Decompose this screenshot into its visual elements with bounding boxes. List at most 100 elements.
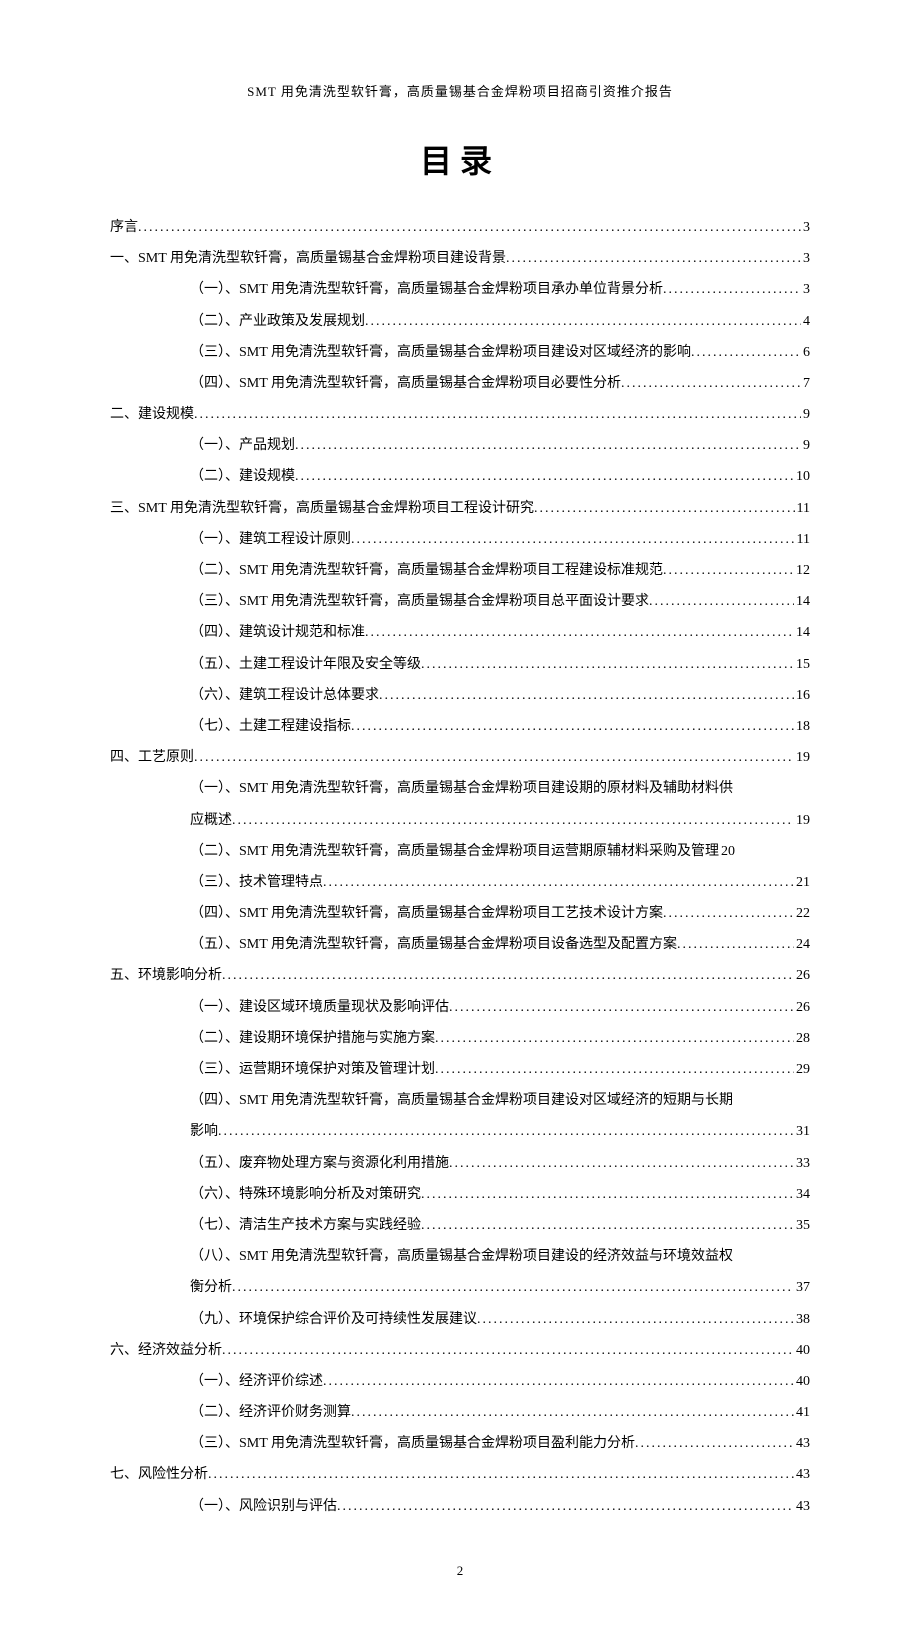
toc-entry: （三）、运营期环境保护对策及管理计划 29 — [110, 1057, 810, 1082]
toc-entry: （五）、废弃物处理方案与资源化利用措施33 — [110, 1151, 810, 1176]
toc-leader-dots — [663, 558, 794, 583]
toc-page-number: 18 — [794, 714, 810, 739]
toc-page-number: 43 — [794, 1462, 810, 1487]
toc-entry: （四）、SMT 用免清洗型软钎膏，高质量锡基合金焊粉项目建设对区域经济的短期与长… — [110, 1088, 810, 1113]
toc-text: （三）、SMT 用免清洗型软钎膏，高质量锡基合金焊粉项目建设对区域经济的影响 — [190, 340, 691, 365]
toc-entry: （二）、建设期环境保护措施与实施方案28 — [110, 1026, 810, 1051]
toc-entry: （一）、建设区域环境质量现状及影响评估26 — [110, 995, 810, 1020]
toc-entry: 序言3 — [110, 215, 810, 240]
toc-text: （五）、SMT 用免清洗型软钎膏，高质量锡基合金焊粉项目设备选型及配置方案 — [190, 932, 677, 957]
toc-leader-dots — [222, 1338, 794, 1363]
toc-entry: （五）、SMT 用免清洗型软钎膏，高质量锡基合金焊粉项目设备选型及配置方案 24 — [110, 932, 810, 957]
toc-leader-dots — [379, 683, 794, 708]
toc-leader-dots — [222, 963, 794, 988]
toc-leader-dots — [138, 215, 801, 240]
toc-entry: （三）、技术管理特点21 — [110, 870, 810, 895]
toc-page-number: 14 — [794, 589, 810, 614]
toc-page-number: 26 — [794, 995, 810, 1020]
toc-page-number: 4 — [801, 309, 810, 334]
toc-page-number: 26 — [794, 963, 810, 988]
toc-entry: （二）、建设规模10 — [110, 464, 810, 489]
toc-text: 三、SMT 用免清洗型软钎膏，高质量锡基合金焊粉项目工程设计研究 — [110, 496, 534, 521]
toc-text: （二）、产业政策及发展规划 — [190, 309, 365, 334]
toc-text: （三）、SMT 用免清洗型软钎膏，高质量锡基合金焊粉项目总平面设计要求 — [190, 589, 649, 614]
toc-entry: （六）、建筑工程设计总体要求16 — [110, 683, 810, 708]
toc-text: （二）、经济评价财务测算 — [190, 1400, 351, 1425]
toc-text: （二）、SMT 用免清洗型软钎膏，高质量锡基合金焊粉项目运营期原辅材料采购及管理 — [190, 839, 719, 864]
toc-page-number: 34 — [794, 1182, 810, 1207]
toc-page-number: 15 — [794, 652, 810, 677]
toc-page-number: 22 — [794, 901, 810, 926]
toc-leader-dots — [677, 932, 794, 957]
toc-text: 五、环境影响分析 — [110, 963, 222, 988]
document-header: SMT 用免清洗型软钎膏，高质量锡基合金焊粉项目招商引资推介报告 — [110, 80, 810, 103]
toc-page-number: 19 — [794, 745, 810, 770]
toc-text: （一）、SMT 用免清洗型软钎膏，高质量锡基合金焊粉项目承办单位背景分析 — [190, 277, 663, 302]
toc-entry: （四）、SMT 用免清洗型软钎膏，高质量锡基合金焊粉项目必要性分析 7 — [110, 371, 810, 396]
toc-page-number: 37 — [794, 1275, 810, 1300]
toc-leader-dots — [232, 1275, 794, 1300]
toc-text: （五）、土建工程设计年限及安全等级 — [190, 652, 421, 677]
toc-leader-dots — [208, 1462, 794, 1487]
toc-entry: （二）、经济评价财务测算41 — [110, 1400, 810, 1425]
toc-page-number: 38 — [794, 1307, 810, 1332]
toc-text: （九）、环境保护综合评价及可持续性发展建议 — [190, 1307, 477, 1332]
toc-text: （三）、SMT 用免清洗型软钎膏，高质量锡基合金焊粉项目盈利能力分析 — [190, 1431, 635, 1456]
toc-entry: （一）、经济评价综述 40 — [110, 1369, 810, 1394]
toc-leader-dots — [365, 309, 801, 334]
toc-leader-dots — [477, 1307, 794, 1332]
toc-text: 应概述 — [190, 808, 232, 833]
toc-entry: 七、风险性分析43 — [110, 1462, 810, 1487]
toc-entry: （四）、建筑设计规范和标准 14 — [110, 620, 810, 645]
toc-title: 目录 — [110, 133, 810, 191]
toc-page-number: 29 — [794, 1057, 810, 1082]
toc-page-number: 3 — [801, 246, 810, 271]
toc-page-number: 40 — [794, 1369, 810, 1394]
toc-text: （一）、建筑工程设计原则 — [190, 527, 351, 552]
toc-text: （六）、建筑工程设计总体要求 — [190, 683, 379, 708]
toc-leader-dots — [351, 1400, 794, 1425]
toc-entry: 二、建设规模9 — [110, 402, 810, 427]
toc-page-number: 14 — [794, 620, 810, 645]
toc-text: （四）、SMT 用免清洗型软钎膏，高质量锡基合金焊粉项目必要性分析 — [190, 371, 621, 396]
toc-entry: （二）、产业政策及发展规划 4 — [110, 309, 810, 334]
toc-text: （一）、经济评价综述 — [190, 1369, 323, 1394]
toc-leader-dots — [663, 901, 794, 926]
toc-page-number: 10 — [794, 464, 810, 489]
toc-leader-dots — [194, 745, 794, 770]
page-number: 2 — [110, 1559, 810, 1582]
toc-page-number: 24 — [794, 932, 810, 957]
toc-leader-dots — [449, 1151, 794, 1176]
toc-text: （七）、清洁生产技术方案与实践经验 — [190, 1213, 421, 1238]
toc-page-number: 35 — [794, 1213, 810, 1238]
toc-text: （一）、风险识别与评估 — [190, 1494, 337, 1519]
toc-leader-dots — [337, 1494, 794, 1519]
toc-leader-dots — [621, 371, 801, 396]
toc-text: （六）、特殊环境影响分析及对策研究 — [190, 1182, 421, 1207]
toc-text: （四）、建筑设计规范和标准 — [190, 620, 365, 645]
toc-entry: （二）、SMT 用免清洗型软钎膏，高质量锡基合金焊粉项目运营期原辅材料采购及管理… — [110, 839, 810, 864]
toc-text: 序言 — [110, 215, 138, 240]
toc-page-number: 31 — [794, 1119, 810, 1144]
toc-page-number: 9 — [801, 402, 810, 427]
toc-text: （三）、运营期环境保护对策及管理计划 — [190, 1057, 435, 1082]
toc-entry: （一）、SMT 用免清洗型软钎膏，高质量锡基合金焊粉项目承办单位背景分析3 — [110, 277, 810, 302]
toc-text: 六、经济效益分析 — [110, 1338, 222, 1363]
toc-leader-dots — [194, 402, 801, 427]
toc-entry: （二）、SMT 用免清洗型软钎膏，高质量锡基合金焊粉项目工程建设标准规范12 — [110, 558, 810, 583]
toc-text: （五）、废弃物处理方案与资源化利用措施 — [190, 1151, 449, 1176]
toc-page-number: 40 — [794, 1338, 810, 1363]
toc-entry: 一、SMT 用免清洗型软钎膏，高质量锡基合金焊粉项目建设背景3 — [110, 246, 810, 271]
toc-entry: （七）、土建工程建设指标18 — [110, 714, 810, 739]
toc-leader-dots — [232, 808, 794, 833]
toc-entry: （三）、SMT 用免清洗型软钎膏，高质量锡基合金焊粉项目总平面设计要求 14 — [110, 589, 810, 614]
toc-page-number: 21 — [794, 870, 810, 895]
toc-leader-dots — [435, 1026, 794, 1051]
toc-page-number: 43 — [794, 1494, 810, 1519]
toc-page-number: 9 — [801, 433, 810, 458]
toc-leader-dots — [663, 277, 801, 302]
toc-page-number: 7 — [801, 371, 810, 396]
toc-container: 序言3一、SMT 用免清洗型软钎膏，高质量锡基合金焊粉项目建设背景3（一）、SM… — [110, 215, 810, 1519]
toc-leader-dots — [506, 246, 801, 271]
toc-entry: （一）、SMT 用免清洗型软钎膏，高质量锡基合金焊粉项目建设期的原材料及辅助材料… — [110, 776, 810, 801]
